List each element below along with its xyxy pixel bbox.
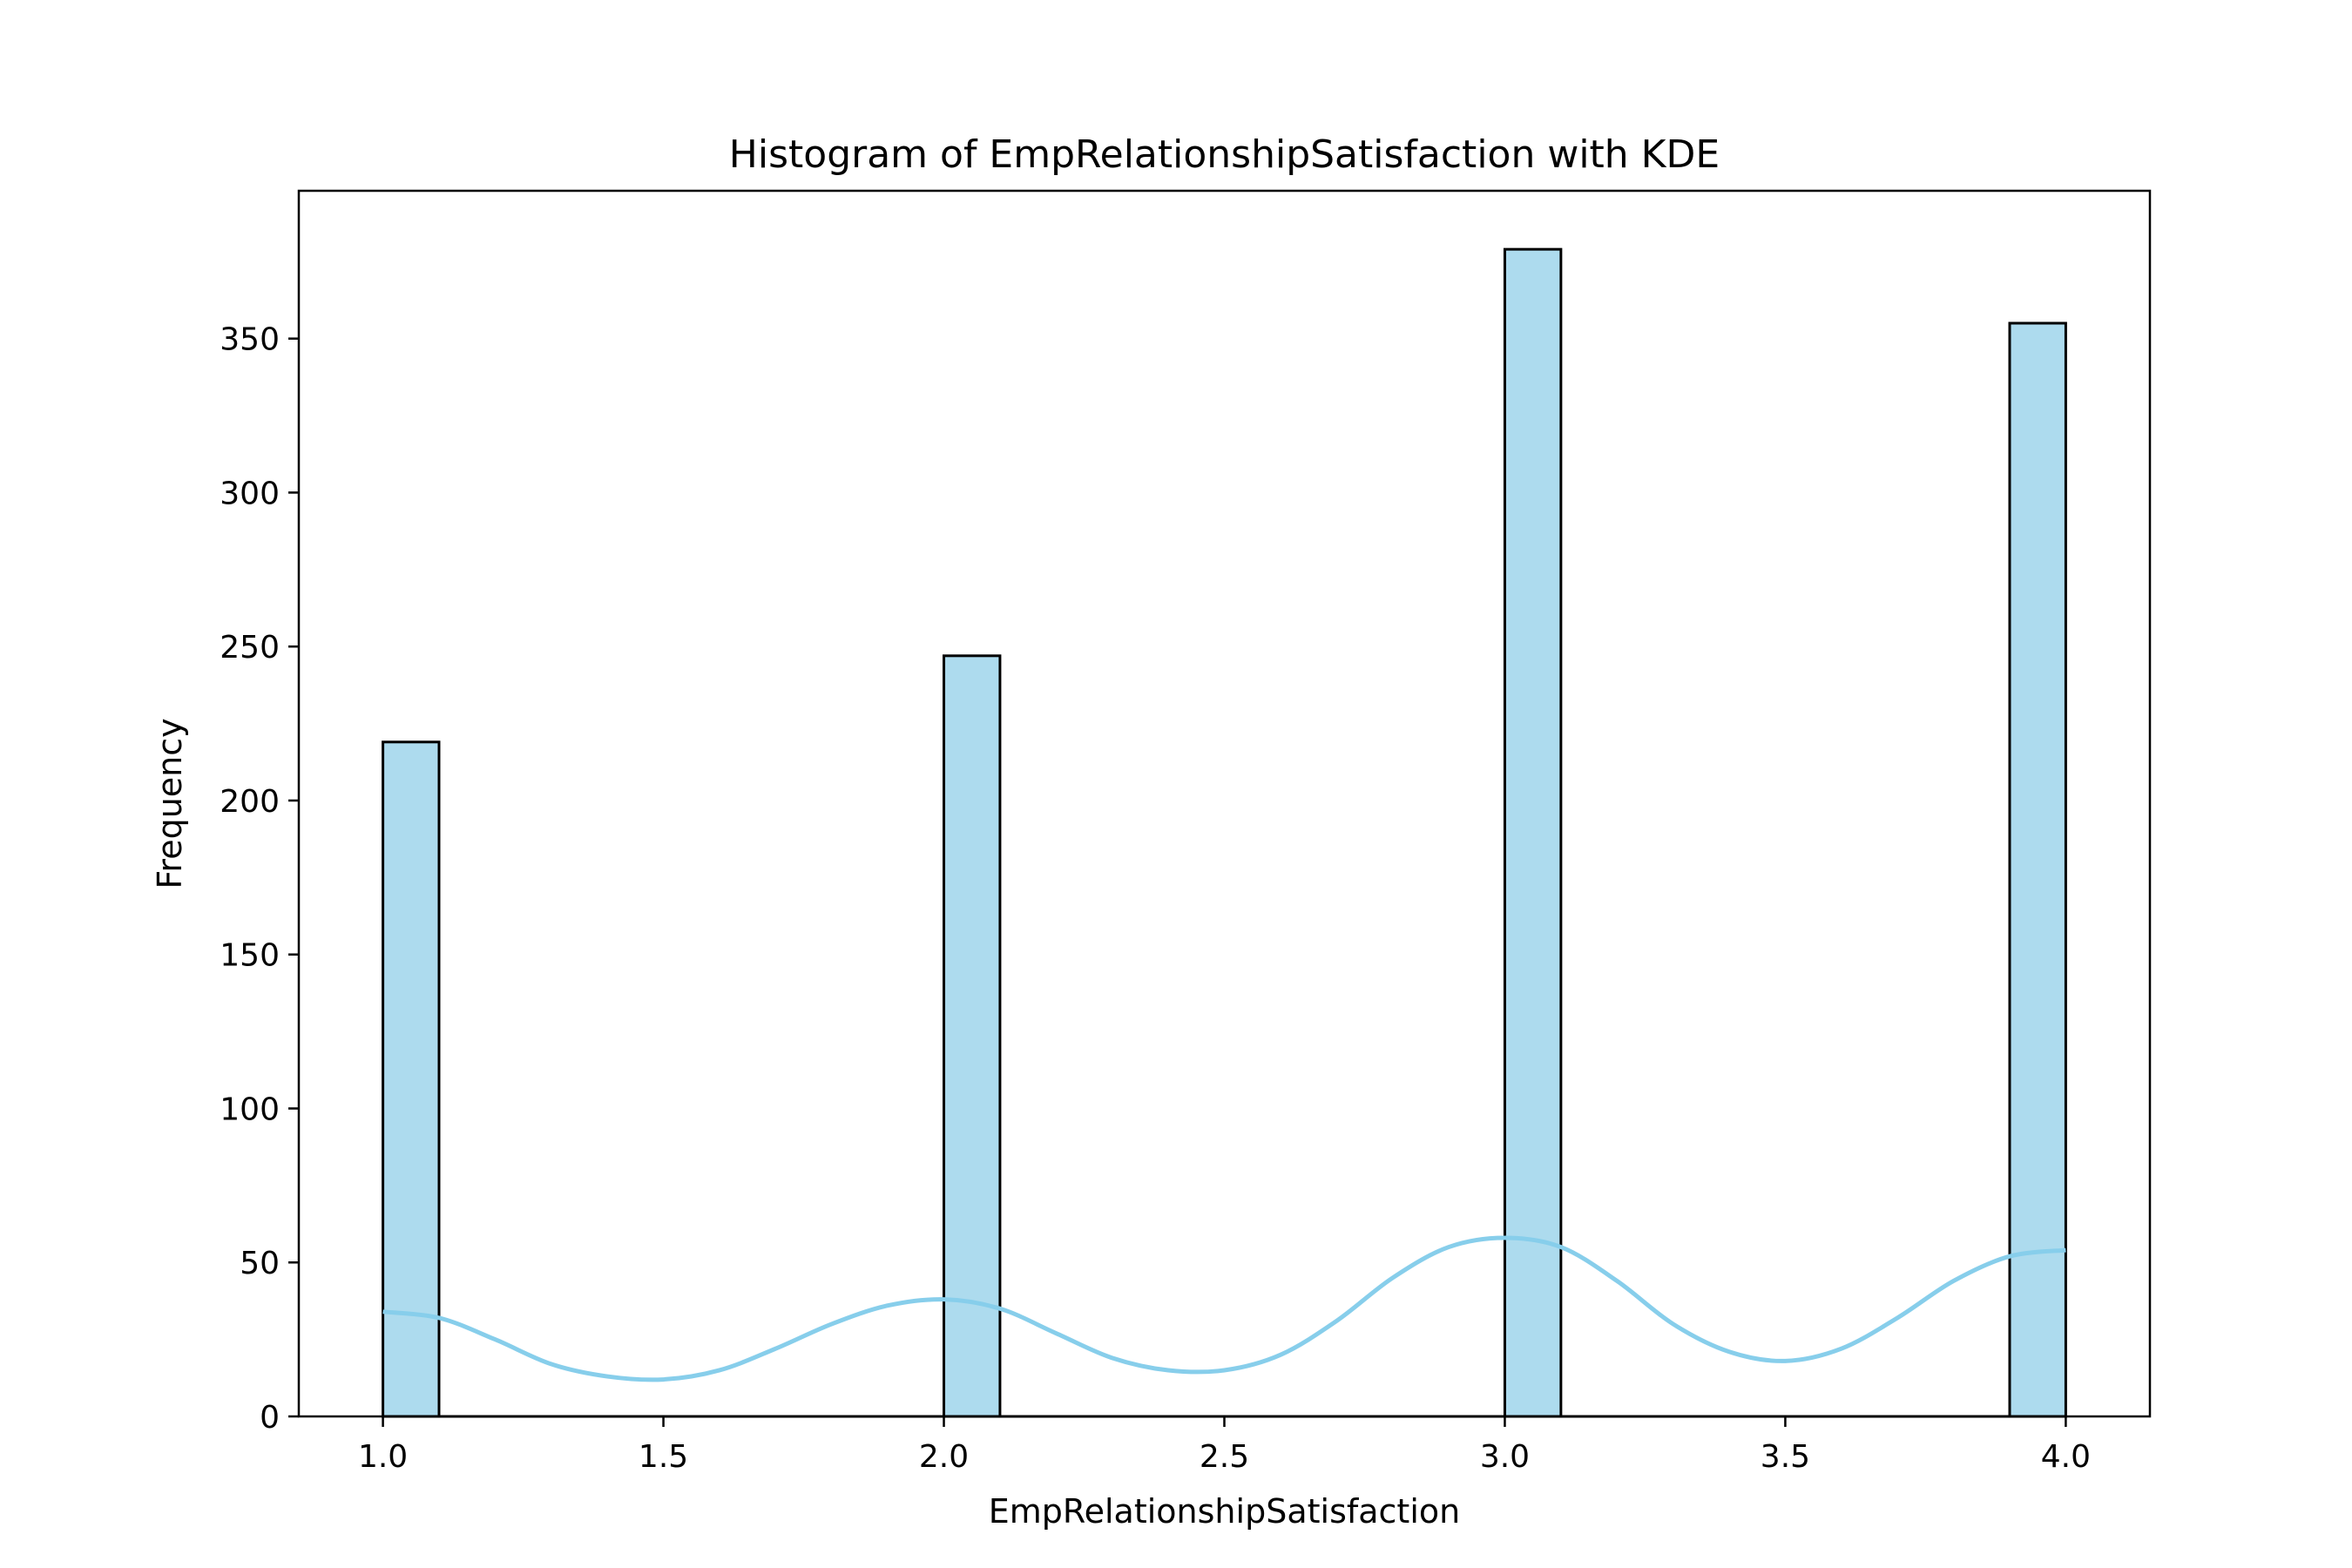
x-tick-label: 1.0 [358,1439,408,1475]
histogram-bar [2008,321,2067,1418]
x-tick-label: 2.5 [1200,1439,1249,1475]
y-axis-label: Frequency [151,718,189,889]
histogram-bar [382,740,441,1418]
histogram-bar [943,654,1002,1418]
y-tick-label: 0 [260,1400,280,1436]
y-tick-label: 100 [220,1092,280,1127]
kde-curve [382,1235,2066,1382]
x-axis-ticks: 1.0 1.5 2.0 2.5 3.0 3.5 4.0 [358,1416,2091,1475]
y-tick-label: 250 [220,630,280,666]
x-axis-label: EmpRelationshipSatisfaction [989,1492,1460,1531]
y-tick-label: 300 [220,476,280,511]
x-tick-label: 1.5 [639,1439,688,1475]
y-tick-label: 350 [220,322,280,358]
y-tick-label: 200 [220,784,280,820]
x-tick-label: 3.5 [1761,1439,1810,1475]
x-tick-label: 4.0 [2041,1439,2091,1475]
y-tick-label: 150 [220,938,280,974]
x-tick-label: 3.0 [1480,1439,1530,1475]
y-axis-ticks: 0 50 100 150 200 250 300 350 [220,322,299,1436]
kde-group [382,1235,2066,1382]
x-tick-label: 2.0 [919,1439,969,1475]
y-tick-label: 50 [240,1246,280,1281]
chart-title: Histogram of EmpRelationshipSatisfaction… [729,132,1720,177]
